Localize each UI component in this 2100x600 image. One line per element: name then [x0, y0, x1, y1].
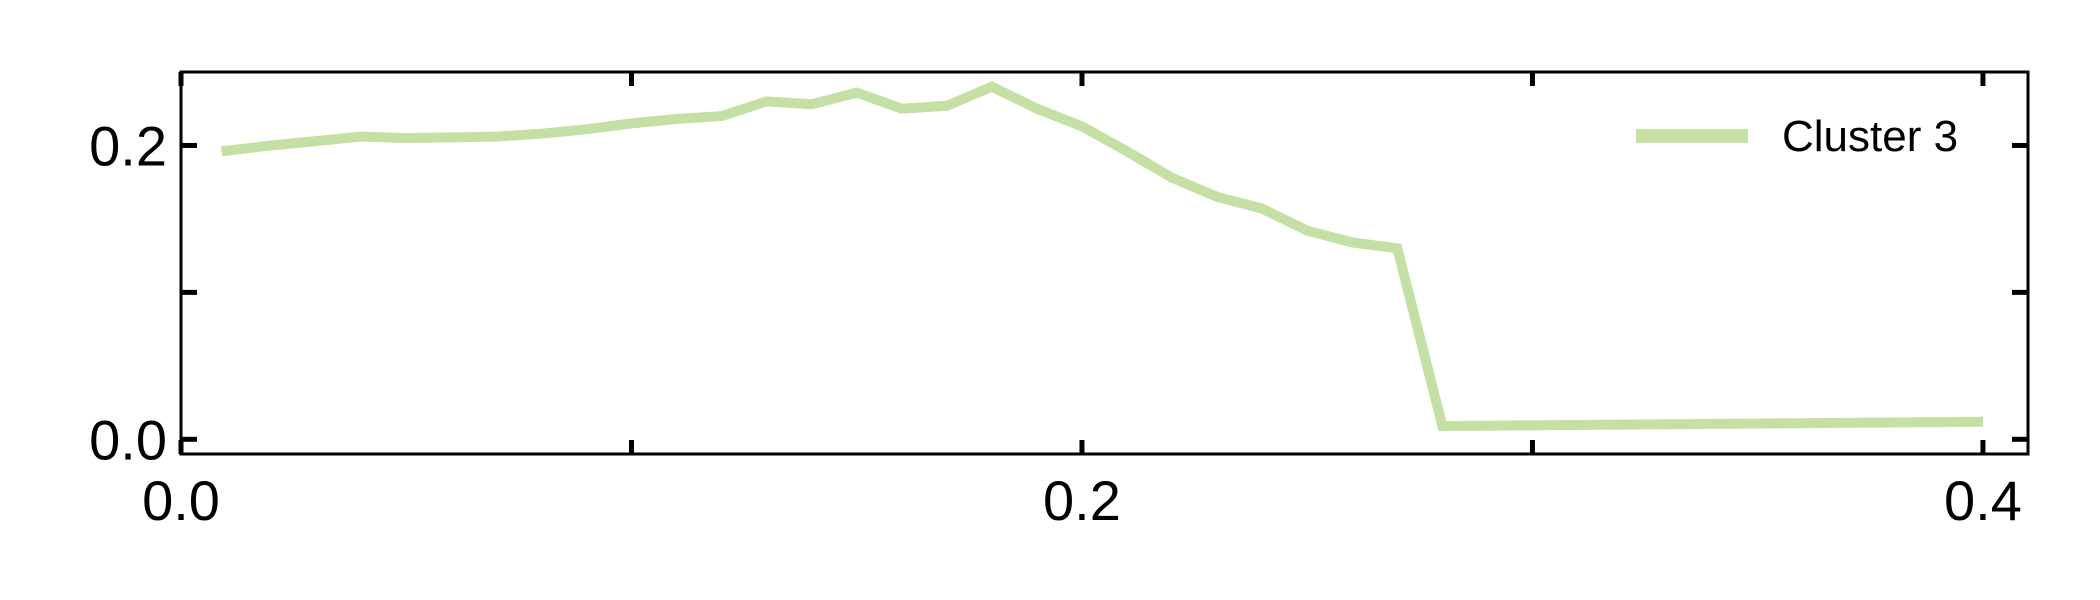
legend: Cluster 3: [1636, 112, 1958, 161]
x-tick-label: 0.0: [142, 469, 220, 532]
plot-frame: [179, 70, 2030, 456]
series-line-cluster-0: [220, 81, 1984, 432]
legend-label: Cluster 3: [1782, 112, 1958, 161]
y-tick-label: 0.2: [89, 114, 167, 177]
ticks-layer: 0.0 0.2 0.4 0.0 0.2: [89, 72, 2028, 532]
x-tick-label: 0.4: [1944, 469, 2022, 532]
x-tick-label: 0.2: [1043, 469, 1121, 532]
y-tick-label: 0.0: [89, 408, 167, 471]
series-layer: [220, 81, 1984, 432]
